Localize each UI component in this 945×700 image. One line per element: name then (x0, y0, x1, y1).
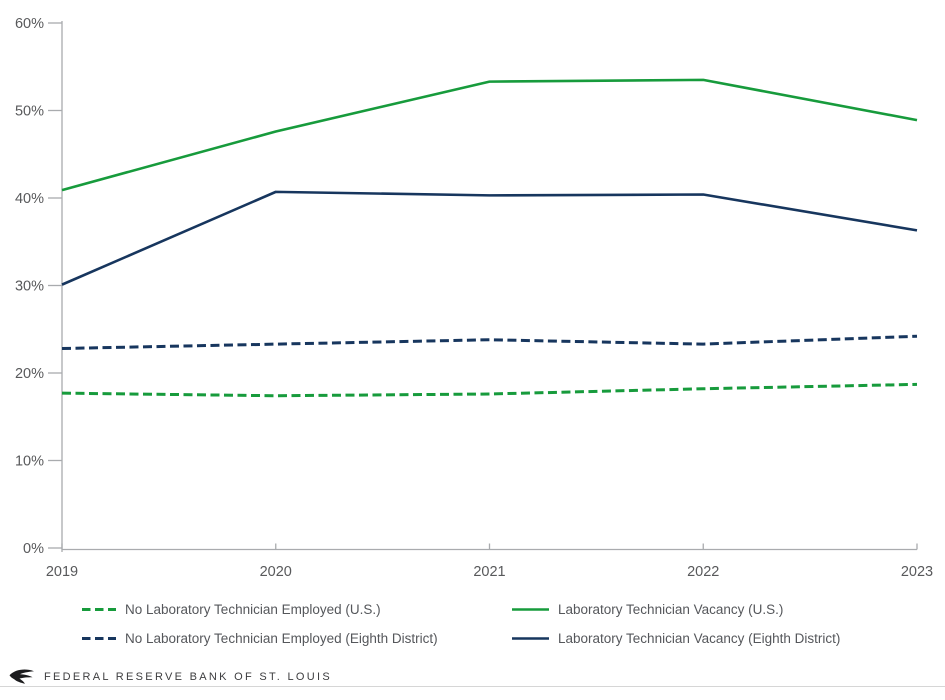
legend-label: No Laboratory Technician Employed (U.S.) (125, 601, 381, 617)
svg-text:2021: 2021 (473, 564, 505, 580)
legend-swatch-navy-dashed (82, 636, 116, 640)
svg-text:30%: 30% (15, 279, 44, 295)
svg-text:2019: 2019 (46, 564, 78, 580)
legend-swatch-green-solid (512, 607, 549, 611)
svg-text:0%: 0% (23, 541, 44, 557)
svg-text:2023: 2023 (901, 564, 933, 580)
svg-text:40%: 40% (15, 191, 44, 207)
legend-label: Laboratory Technician Vacancy (Eighth Di… (558, 630, 841, 646)
svg-text:2020: 2020 (260, 564, 292, 580)
legend-item-vacancy-us: Laboratory Technician Vacancy (U.S.) (512, 601, 783, 617)
legend-item-no-lab-tech-eighth: No Laboratory Technician Employed (Eight… (82, 630, 438, 646)
legend-swatch-navy-solid (512, 636, 549, 640)
eagle-icon (9, 669, 34, 684)
footer-divider (0, 686, 945, 687)
legend-label: No Laboratory Technician Employed (Eight… (125, 630, 438, 646)
svg-text:60%: 60% (15, 16, 44, 32)
svg-text:2022: 2022 (687, 564, 719, 580)
legend-label: Laboratory Technician Vacancy (U.S.) (558, 601, 784, 617)
legend-item-vacancy-eighth: Laboratory Technician Vacancy (Eighth Di… (512, 630, 840, 646)
legend-swatch-green-dashed (82, 607, 116, 611)
line-chart: 0% 10% 20% 30% 40% 50% 60% 2019 2020 2021 2022 2023 (15, 16, 933, 580)
svg-text:50%: 50% (15, 104, 44, 120)
legend-item-no-lab-tech-us: No Laboratory Technician Employed (U.S.) (82, 601, 381, 617)
footer-brand: FEDERAL RESERVE BANK OF ST. LOUIS (8, 668, 332, 685)
svg-text:10%: 10% (15, 454, 44, 470)
footer-brand-text: FEDERAL RESERVE BANK OF ST. LOUIS (44, 670, 333, 683)
svg-text:20%: 20% (15, 366, 44, 382)
